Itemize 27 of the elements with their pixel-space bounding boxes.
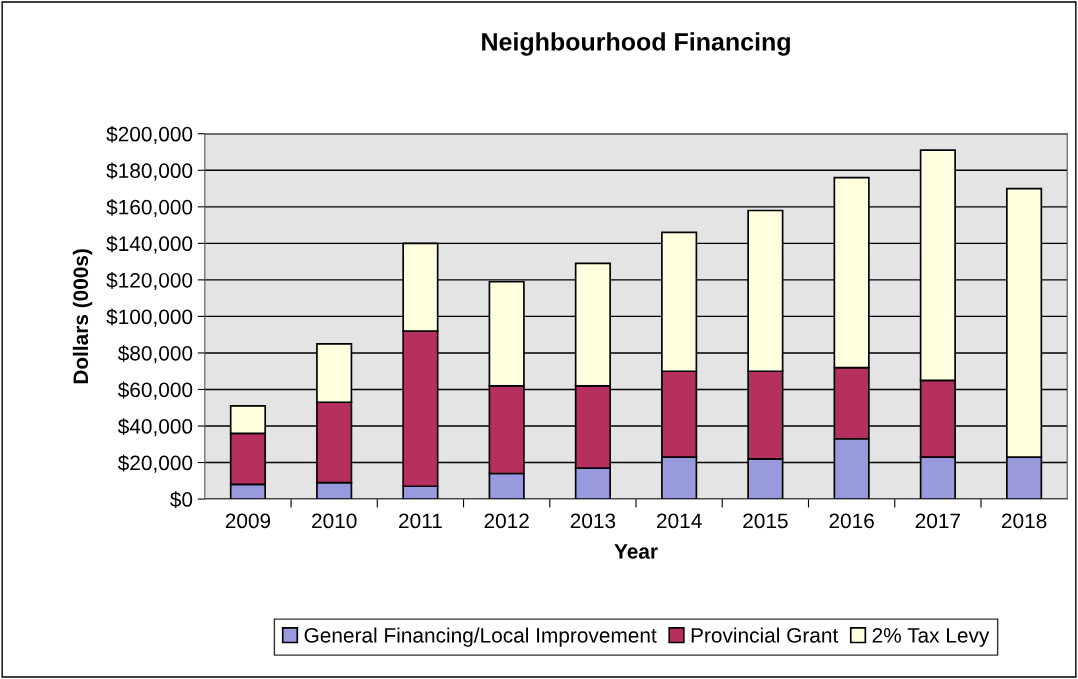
x-tick-label: 2010 [312, 513, 357, 529]
y-tick-label: $80,000 [117, 345, 193, 364]
x-tick-label: 2009 [225, 513, 271, 529]
y-tick-label: $120,000 [106, 272, 193, 291]
y-tick-label: $60,000 [117, 381, 193, 400]
x-tick-label: 2018 [1001, 513, 1047, 529]
y-tick-label: $100,000 [106, 308, 193, 327]
y-tick-label: $20,000 [117, 454, 193, 473]
legend-label: General Financing/Local Improvement [304, 627, 657, 647]
x-tick-label: 2017 [915, 513, 960, 529]
legend-label: Provincial Grant [691, 627, 839, 643]
y-tick-label: $140,000 [106, 235, 193, 254]
x-tick-label: 2012 [484, 513, 529, 529]
x-tick-label: 2013 [570, 513, 616, 529]
x-tick-label: 2015 [743, 513, 788, 529]
chart-title: Neighbourhood Financing [482, 32, 790, 56]
y-tick-label: $200,000 [106, 125, 193, 144]
x-tick-label: 2014 [657, 513, 702, 529]
x-tick-label: 2016 [829, 513, 874, 529]
x-tick-label: 2011 [399, 513, 442, 529]
y-tick-label: $160,000 [106, 198, 193, 218]
y-tick-label: $180,000 [106, 162, 193, 181]
x-axis-title: Year [614, 544, 658, 559]
legend-label: 2% Tax Levy [872, 627, 990, 647]
y-tick-label: $0 [170, 491, 193, 509]
y-axis-title: Dollars (000s) [72, 249, 93, 384]
y-tick-label: $40,000 [117, 418, 193, 437]
